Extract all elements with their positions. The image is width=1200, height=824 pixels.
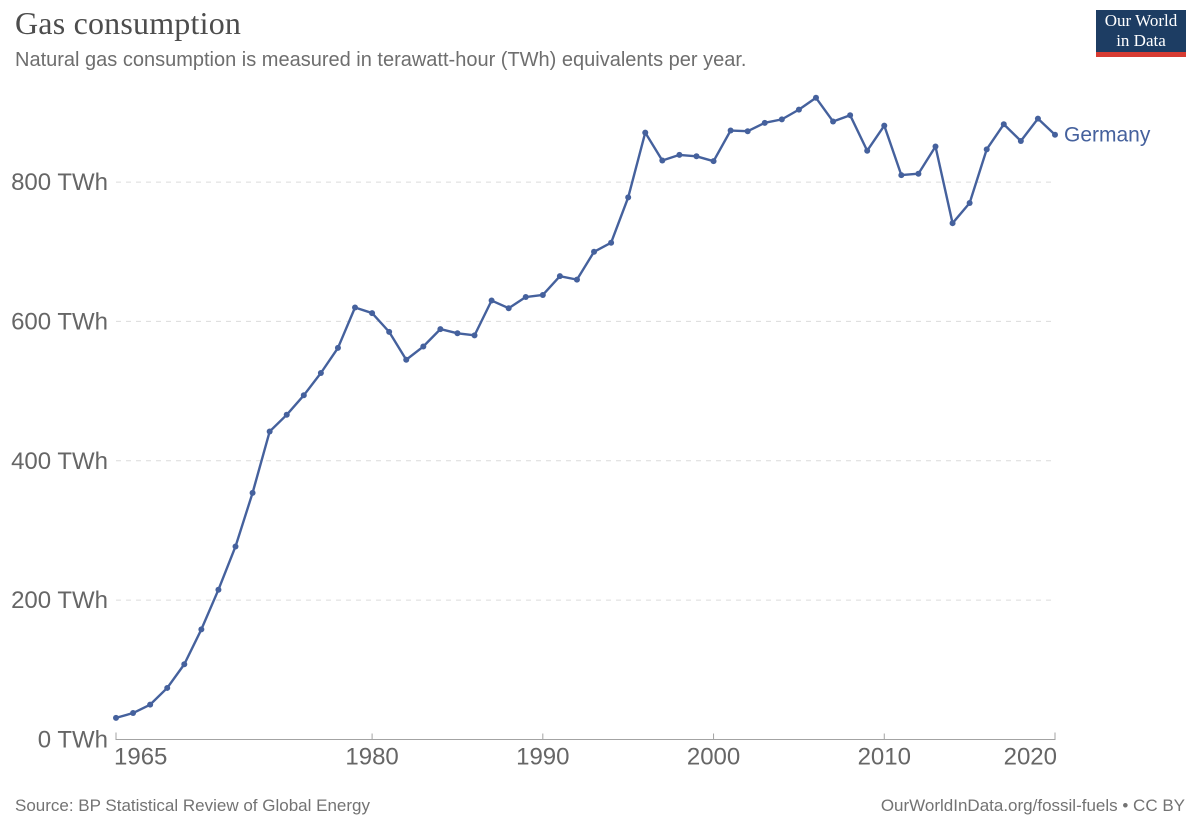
data-point[interactable] <box>352 304 359 311</box>
owid-logo[interactable]: Our World in Data <box>1096 10 1186 57</box>
data-point[interactable] <box>573 276 580 283</box>
data-point[interactable] <box>676 151 683 158</box>
data-point[interactable] <box>232 543 239 550</box>
data-point[interactable] <box>147 701 154 708</box>
data-point[interactable] <box>795 106 802 113</box>
x-tick-label: 1990 <box>516 744 569 771</box>
entity-label-germany: Germany <box>1064 124 1151 147</box>
data-point[interactable] <box>915 170 922 177</box>
line-chart-canvas[interactable]: 0 TWh 200 TWh 400 TWh 600 TWh 800 TWh 1965 198… <box>0 0 1200 790</box>
data-point[interactable] <box>1034 115 1041 122</box>
data-point[interactable] <box>898 172 905 179</box>
data-point[interactable] <box>727 127 734 134</box>
x-tick-label: 1980 <box>345 744 398 771</box>
data-point[interactable] <box>710 158 717 165</box>
data-point[interactable] <box>761 119 768 126</box>
y-tick-label: 0 TWh <box>38 727 108 754</box>
data-point[interactable] <box>334 344 341 351</box>
chart-footer: Source: BP Statistical Review of Global … <box>0 796 1200 816</box>
data-point[interactable] <box>778 116 785 123</box>
page-title: Gas consumption <box>15 5 242 41</box>
data-point[interactable] <box>403 356 410 363</box>
data-point[interactable] <box>454 330 461 337</box>
data-point[interactable] <box>556 273 563 280</box>
data-point[interactable] <box>983 146 990 153</box>
data-point[interactable] <box>471 332 478 339</box>
data-point[interactable] <box>249 489 256 496</box>
data-point[interactable] <box>812 94 819 101</box>
attribution-link[interactable]: OurWorldInData.org/fossil-fuels • CC BY <box>880 796 1185 815</box>
data-point[interactable] <box>113 714 119 721</box>
data-point[interactable] <box>437 326 444 333</box>
data-point[interactable] <box>830 118 837 125</box>
data-point[interactable] <box>522 294 529 301</box>
data-point[interactable] <box>966 199 973 206</box>
data-point[interactable] <box>215 586 222 593</box>
data-point[interactable] <box>164 684 171 691</box>
data-point[interactable] <box>847 112 854 119</box>
data-point[interactable] <box>625 194 632 201</box>
data-point[interactable] <box>949 220 956 227</box>
owid-logo-line2: in Data <box>1116 31 1166 50</box>
x-tick-label: 2020 <box>1004 744 1057 771</box>
data-point[interactable] <box>420 343 427 350</box>
data-point[interactable] <box>266 428 273 435</box>
data-point[interactable] <box>488 297 495 304</box>
data-point[interactable] <box>1017 137 1024 144</box>
data-point[interactable] <box>881 122 888 129</box>
data-point[interactable] <box>300 392 307 399</box>
series-line-germany[interactable] <box>114 96 1057 720</box>
data-point[interactable] <box>608 239 615 246</box>
data-point[interactable] <box>744 128 751 135</box>
data-point[interactable] <box>317 369 324 376</box>
data-point[interactable] <box>539 291 546 298</box>
y-tick-label: 800 TWh <box>11 169 108 196</box>
data-point[interactable] <box>198 626 205 633</box>
data-point[interactable] <box>591 248 598 255</box>
x-tick-label: 1965 <box>114 744 167 771</box>
data-point[interactable] <box>181 661 188 668</box>
data-point[interactable] <box>505 305 512 312</box>
data-point[interactable] <box>283 411 290 418</box>
data-point[interactable] <box>864 147 871 154</box>
owid-logo-line1: Our World <box>1104 10 1178 30</box>
data-point[interactable] <box>693 153 700 160</box>
y-tick-label: 400 TWh <box>11 448 108 475</box>
source-note: Source: BP Statistical Review of Global … <box>15 796 370 815</box>
chart-subtitle: Natural gas consumption is measured in t… <box>15 49 747 71</box>
data-point[interactable] <box>130 710 137 717</box>
data-point[interactable] <box>1000 121 1007 128</box>
x-tick-label: 2010 <box>858 744 911 771</box>
data-point[interactable] <box>386 328 393 335</box>
y-tick-label: 600 TWh <box>11 308 108 335</box>
data-point[interactable] <box>932 143 939 150</box>
x-axis-line <box>115 732 1056 740</box>
y-tick-label: 200 TWh <box>11 587 108 614</box>
data-point[interactable] <box>659 157 666 164</box>
data-point[interactable] <box>369 310 376 317</box>
data-point[interactable] <box>642 129 649 136</box>
data-point[interactable] <box>1052 131 1058 138</box>
x-tick-label: 2000 <box>687 744 740 771</box>
